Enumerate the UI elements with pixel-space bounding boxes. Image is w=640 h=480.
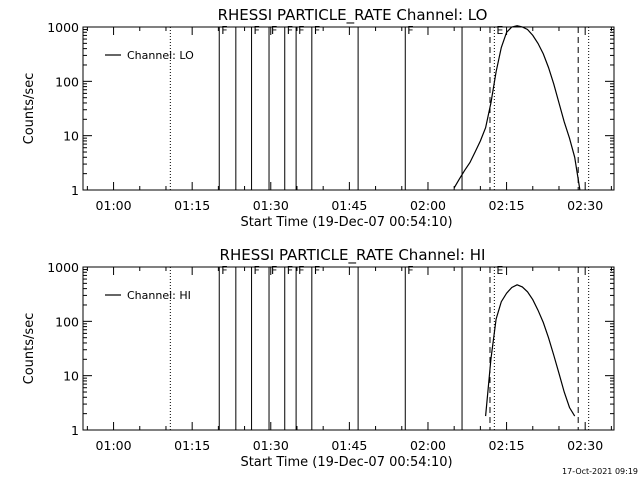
chart-title: RHESSI PARTICLE_RATE Channel: HI (220, 246, 486, 265)
legend-entry: Channel: HI (127, 289, 191, 302)
x-tick-label: 01:30 (253, 198, 289, 213)
plot-frame (82, 26, 615, 191)
event-flag-label: F (254, 264, 260, 277)
y-tick-label: 1000 (47, 20, 79, 35)
event-flag-label: F (221, 24, 227, 37)
y-tick-label: 10 (63, 129, 79, 144)
y-tick-label: 1 (71, 423, 79, 438)
event-flag-label: F (221, 264, 227, 277)
event-flag-label: F (298, 24, 304, 37)
x-tick-label: 02:00 (410, 438, 446, 453)
plot-frame (82, 266, 615, 431)
x-axis-label: Start Time (19-Dec-07 00:54:10) (240, 215, 452, 230)
event-flag-label: F (271, 264, 277, 277)
event-flag-label: F (407, 264, 413, 277)
event-flag-label: F (287, 264, 293, 277)
series-line (453, 25, 581, 191)
x-tick-label: 02:30 (567, 198, 603, 213)
y-tick-label: 1000 (47, 260, 79, 275)
chart-title: RHESSI PARTICLE_RATE Channel: LO (218, 6, 488, 25)
footer-timestamp: 17-Oct-2021 09:19 (562, 467, 638, 476)
series-line (485, 284, 576, 417)
y-axis-label: Counts/sec (22, 73, 37, 145)
x-tick-label: 01:00 (96, 198, 132, 213)
y-tick-label: 10 (63, 369, 79, 384)
event-flag-label: F (271, 24, 277, 37)
y-axis-label: Counts/sec (22, 313, 37, 385)
x-tick-label: 01:00 (96, 438, 132, 453)
x-tick-label: 01:30 (253, 438, 289, 453)
event-flag-label: F (314, 264, 320, 277)
x-tick-label: 02:00 (410, 198, 446, 213)
y-tick-label: 100 (55, 314, 79, 329)
x-tick-label: 01:15 (174, 438, 210, 453)
x-axis-label: Start Time (19-Dec-07 00:54:10) (240, 455, 452, 470)
event-flag-label: F (407, 24, 413, 37)
event-flag-label: E (496, 264, 503, 277)
y-tick-label: 1 (71, 183, 79, 198)
event-flag-label: E (496, 24, 503, 37)
chart-hi: RHESSI PARTICLE_RATE Channel: HI Counts/s… (22, 246, 615, 470)
x-tick-label: 02:15 (489, 438, 525, 453)
event-flag-label: F (287, 24, 293, 37)
y-tick-label: 100 (55, 74, 79, 89)
x-tick-label: 01:15 (174, 198, 210, 213)
x-tick-label: 02:30 (567, 438, 603, 453)
legend-entry: Channel: LO (127, 49, 194, 62)
event-flag-label: F (314, 24, 320, 37)
event-flag-label: F (298, 264, 304, 277)
event-flag-label: F (254, 24, 260, 37)
x-tick-label: 01:45 (331, 438, 367, 453)
x-tick-label: 02:15 (489, 198, 525, 213)
chart-lo: RHESSI PARTICLE_RATE Channel: LO Counts/s… (22, 6, 615, 230)
x-tick-label: 01:45 (331, 198, 367, 213)
